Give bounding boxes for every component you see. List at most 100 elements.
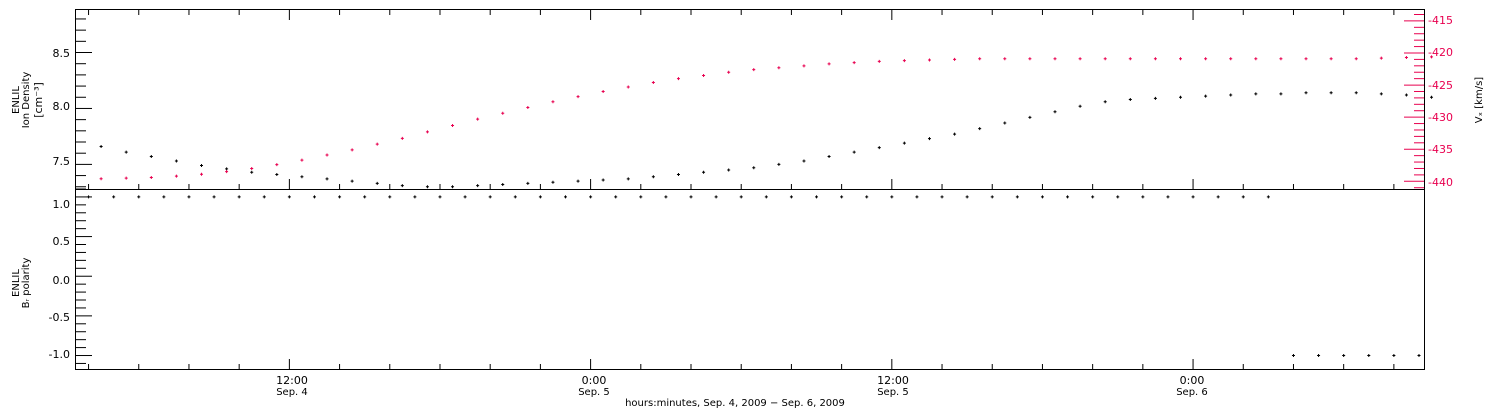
- vx-point: [953, 57, 957, 61]
- vx-point: [300, 158, 304, 162]
- density-point: [1279, 92, 1283, 96]
- polarity-point: [312, 195, 316, 199]
- xtick-date-1: Sep. 5: [578, 387, 610, 398]
- polarity-point: [965, 195, 969, 199]
- vx-point: [1003, 57, 1007, 61]
- density-point: [300, 175, 304, 179]
- density-point: [902, 141, 906, 145]
- vx-point: [852, 61, 856, 65]
- density-point: [777, 162, 781, 166]
- density-minor-ticks: [76, 18, 92, 188]
- density-point: [149, 155, 153, 159]
- density-point: [802, 159, 806, 163]
- vx-point: [626, 85, 630, 89]
- density-point: [1053, 110, 1057, 114]
- polarity-plot-points: [87, 195, 1421, 358]
- polarity-point: [1216, 195, 1220, 199]
- polarity-point: [438, 195, 442, 199]
- xtick-time-3: 0:00: [1180, 374, 1205, 387]
- density-point: [275, 172, 279, 176]
- polarity-point: [1342, 354, 1346, 358]
- density-point: [1329, 91, 1333, 95]
- polarity-point: [639, 195, 643, 199]
- vx-point: [777, 66, 781, 70]
- vx-point: [124, 176, 128, 180]
- density-panel: 7.5 8.0 8.5 -440 -435 -430 -425 -420 -41…: [11, 9, 1485, 190]
- density-point: [425, 185, 429, 189]
- density-point: [350, 179, 354, 183]
- density-ytick-7.5: 7.5: [53, 155, 71, 168]
- polarity-point: [563, 195, 567, 199]
- vx-point: [375, 142, 379, 146]
- density-point: [1254, 92, 1258, 96]
- vx-point: [350, 148, 354, 152]
- vx-point: [576, 95, 580, 99]
- vx-point: [451, 123, 455, 127]
- polarity-point: [463, 195, 467, 199]
- vx-point: [250, 166, 254, 170]
- density-point: [927, 137, 931, 141]
- x-axis-title: hours:minutes, Sep. 4, 2009 − Sep. 6, 20…: [625, 398, 845, 409]
- xtick-date-2: Sep. 5: [877, 387, 909, 398]
- vx-point: [1354, 57, 1358, 61]
- density-point: [1153, 96, 1157, 100]
- polarity-point: [714, 195, 718, 199]
- polarity-point: [513, 195, 517, 199]
- polarity-point: [1116, 195, 1120, 199]
- vx-point: [802, 64, 806, 68]
- density-point: [400, 184, 404, 188]
- polarity-point: [413, 195, 417, 199]
- polarity-point: [87, 195, 91, 199]
- vx-point: [1329, 57, 1333, 61]
- polarity-point: [664, 195, 668, 199]
- density-point: [1204, 94, 1208, 98]
- polarity-point: [614, 195, 618, 199]
- polarity-point: [1241, 195, 1245, 199]
- vx-point: [1430, 55, 1434, 59]
- density-ylabel-line2: Ion Density: [21, 72, 32, 129]
- polarity-point: [338, 195, 342, 199]
- polarity-point: [1392, 354, 1396, 358]
- density-point: [99, 144, 103, 148]
- density-point: [526, 181, 530, 185]
- density-point: [1379, 92, 1383, 96]
- vx-point: [551, 100, 555, 104]
- polarity-point: [488, 195, 492, 199]
- polarity-plot-frame: [75, 189, 1425, 370]
- vx-point: [752, 68, 756, 72]
- vx-point: [1078, 57, 1082, 61]
- density-point: [827, 155, 831, 159]
- vx-point: [1153, 57, 1157, 61]
- vx-axis-ticks: [1404, 13, 1424, 189]
- polarity-point: [287, 195, 291, 199]
- density-point: [375, 181, 379, 185]
- vx-point: [1053, 57, 1057, 61]
- vx-point: [225, 170, 229, 174]
- polarity-point: [1291, 354, 1295, 358]
- polarity-point: [1015, 195, 1019, 199]
- vx-ytick-415: -415: [1428, 14, 1453, 27]
- density-point: [1028, 115, 1032, 119]
- polarity-ylabel-line2: Bᵣ polarity: [21, 258, 32, 309]
- polarity-point: [840, 195, 844, 199]
- density-ylabel-line1: ENLIL: [11, 86, 22, 114]
- polarity-point: [538, 195, 542, 199]
- polarity-point: [1066, 195, 1070, 199]
- polarity-point: [1317, 354, 1321, 358]
- polarity-point: [789, 195, 793, 199]
- vx-point: [927, 58, 931, 62]
- polarity-point: [187, 195, 191, 199]
- vx-point: [902, 59, 906, 63]
- polarity-point: [1091, 195, 1095, 199]
- density-point: [676, 172, 680, 176]
- xtick-date-3: Sep. 6: [1176, 387, 1208, 398]
- polarity-point: [162, 195, 166, 199]
- density-point: [225, 167, 229, 171]
- vx-point: [601, 89, 605, 93]
- polarity-point: [212, 195, 216, 199]
- density-point: [1229, 93, 1233, 97]
- polarity-point: [1166, 195, 1170, 199]
- density-ylabel-units: [cm⁻³]: [32, 82, 45, 118]
- polarity-point: [363, 195, 367, 199]
- polarity-point: [915, 195, 919, 199]
